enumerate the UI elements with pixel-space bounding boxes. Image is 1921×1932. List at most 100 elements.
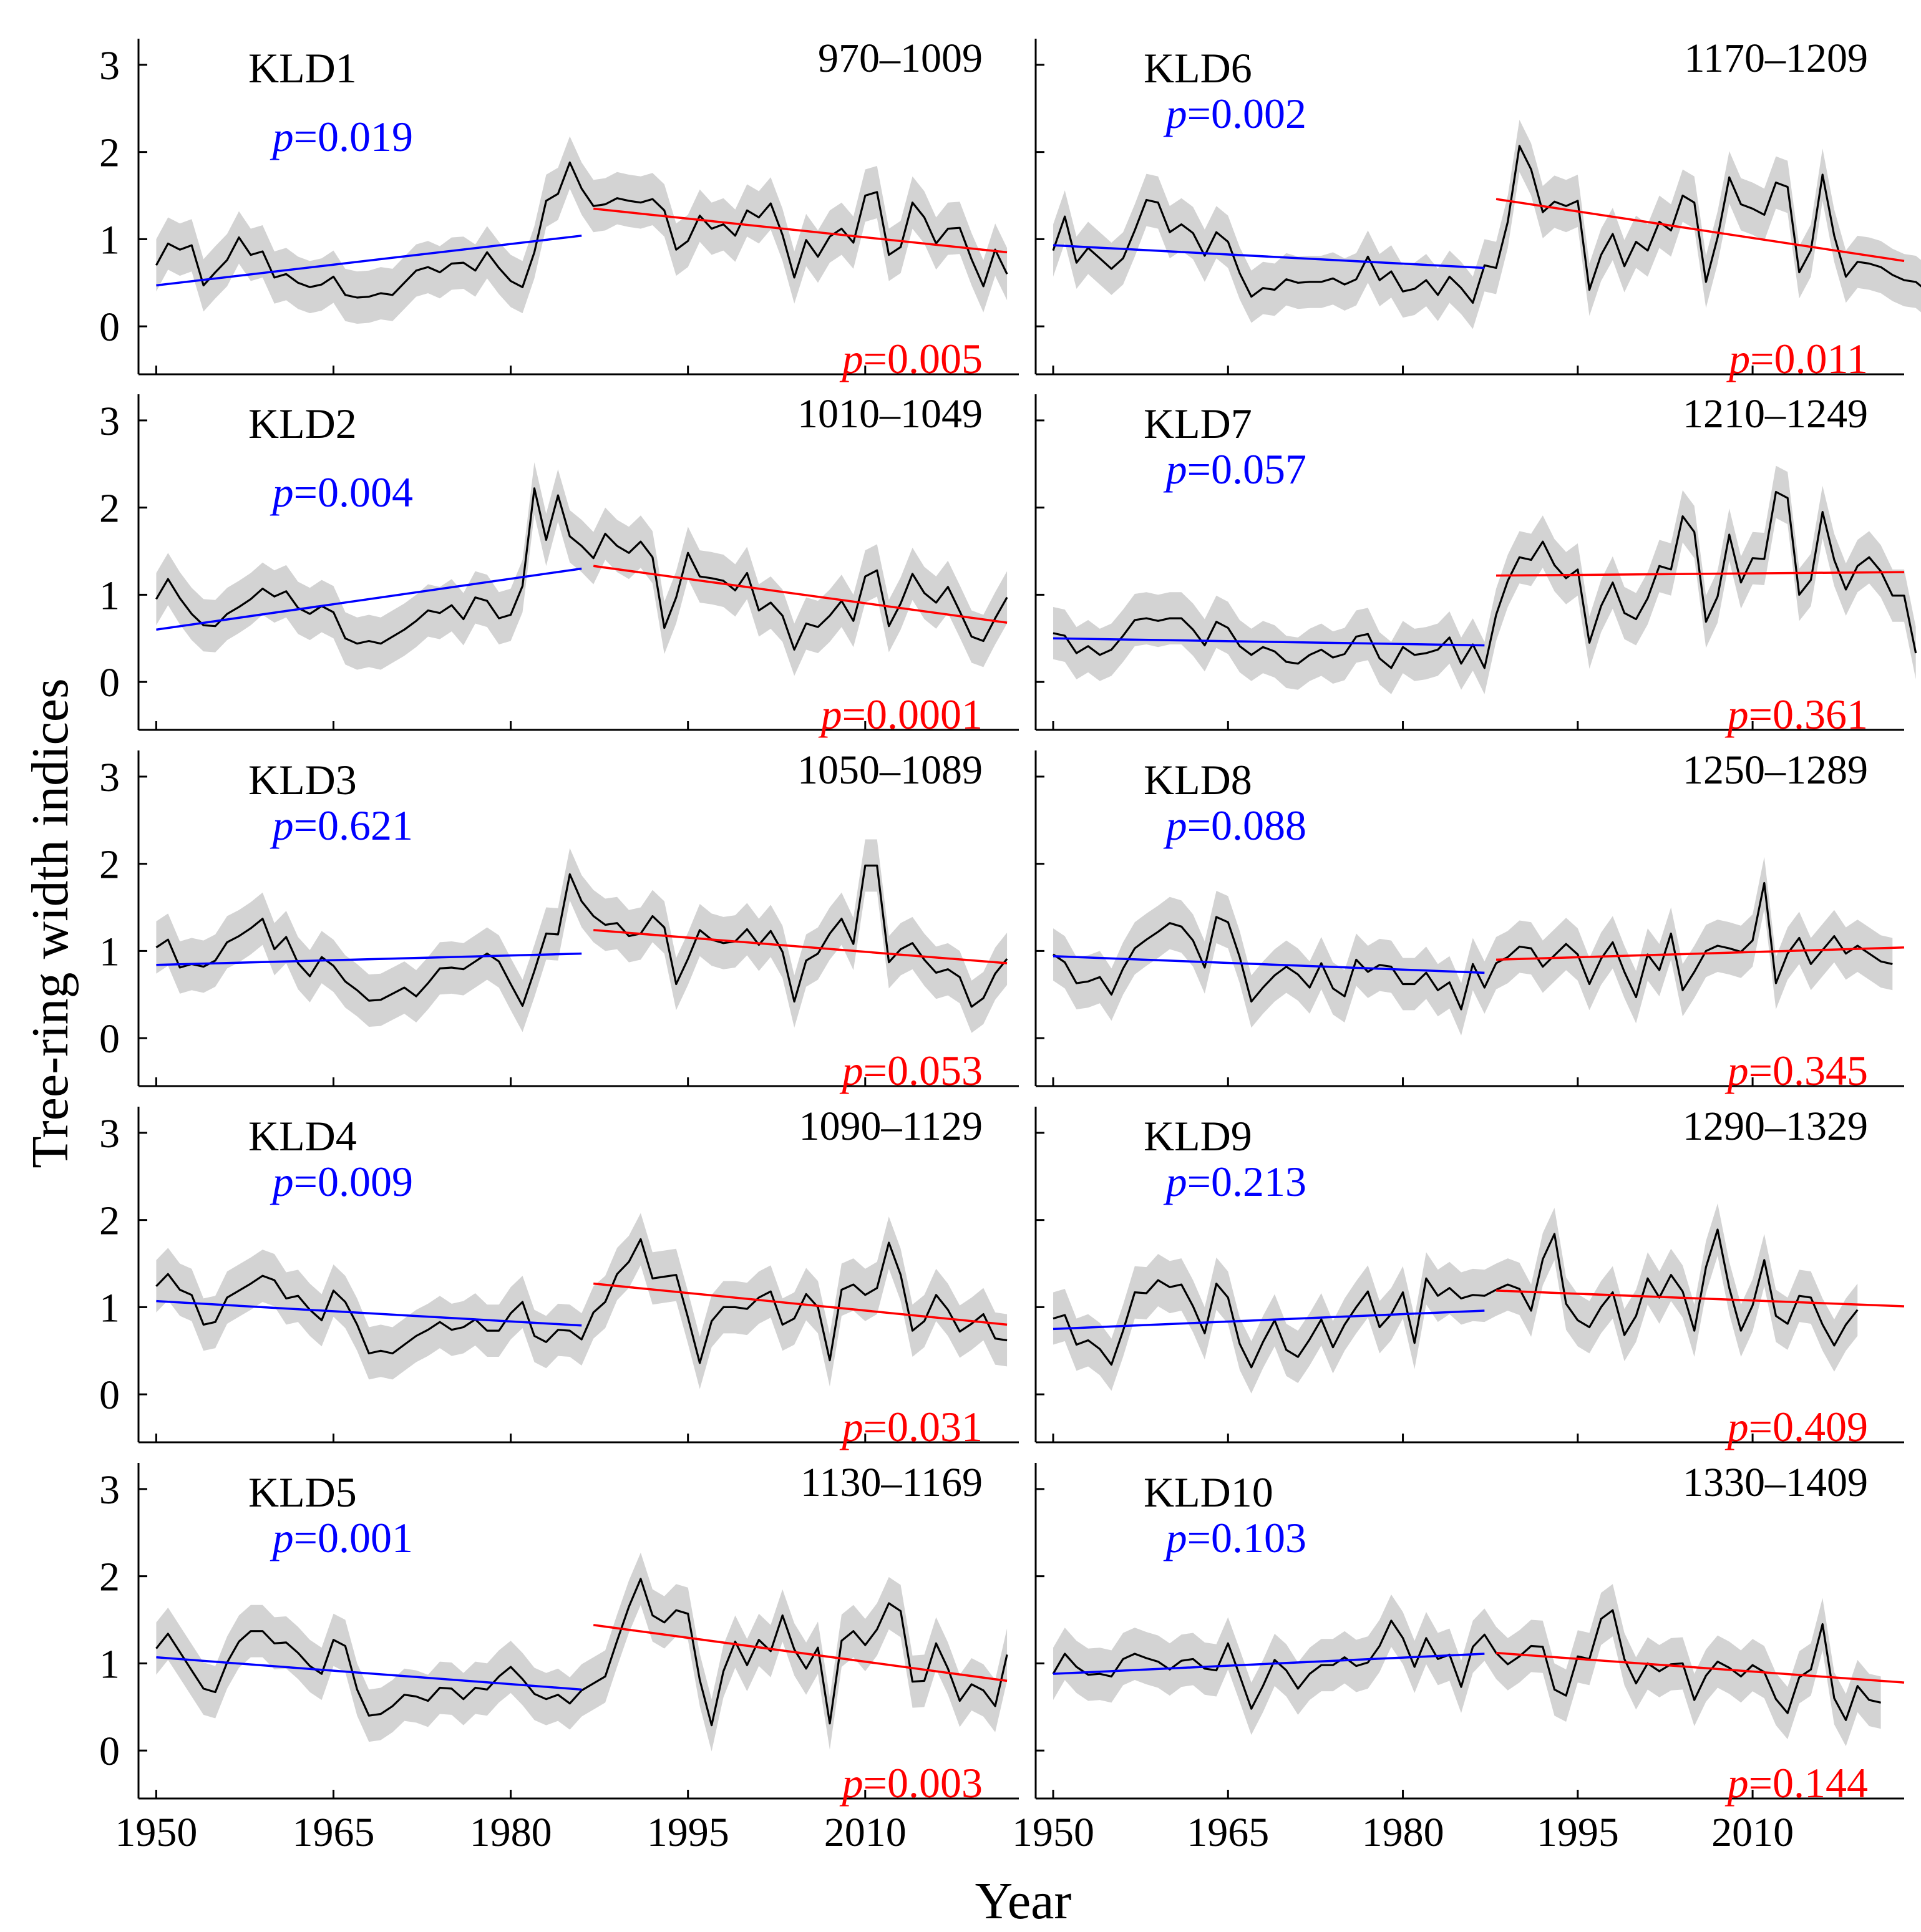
- trend-line-post: [593, 929, 1008, 964]
- y-tick-label: 0: [99, 304, 120, 350]
- trend-line-post: [593, 207, 1008, 254]
- p-value-pre: p=0.002: [1164, 90, 1306, 137]
- y-tick-label: 0: [99, 660, 120, 706]
- confidence-band: [1053, 465, 1916, 694]
- trend-line-pre: [1053, 955, 1485, 974]
- panel-title: KLD3: [248, 756, 357, 803]
- y-tick-label: 1: [99, 1641, 120, 1687]
- trend-line-post: [1495, 1289, 1905, 1308]
- trend-line-pre: [156, 567, 582, 631]
- p-value-pre: p=0.103: [1164, 1514, 1306, 1561]
- x-tick-label: 1980: [470, 1810, 552, 1855]
- y-axis-label: Tree-ring width indices: [21, 678, 79, 1168]
- panel-title: KLD2: [248, 400, 357, 447]
- panel-title: KLD9: [1144, 1112, 1252, 1160]
- y-tick-label: 1: [99, 573, 120, 618]
- ring-width-series: [155, 1578, 1008, 1727]
- panel-8: KLD8 1250–1289 p=0.088 p=0.345: [1034, 747, 1905, 1094]
- period-label: 970–1009: [818, 36, 983, 81]
- p-value-pre: p=0.004: [270, 468, 413, 516]
- ring-width-series: [155, 161, 1008, 299]
- confidence-band: [156, 1552, 1008, 1752]
- ring-width-series: [1053, 1228, 1859, 1369]
- y-tick-label: 3: [99, 399, 120, 444]
- ring-width-series: [1053, 881, 1893, 1011]
- period-label: 1250–1289: [1683, 747, 1868, 793]
- y-tick-label: 2: [99, 1198, 120, 1244]
- p-value-post: p=0.005: [840, 335, 983, 382]
- y-tick-label: 2: [99, 842, 120, 888]
- period-label: 1210–1249: [1683, 391, 1868, 437]
- p-value-post: p=0.144: [1725, 1759, 1868, 1807]
- panel-1: 0 1 2 3 KLD1 970–1009 p=0.019 p=0.005: [99, 36, 1019, 382]
- period-label: 1170–1209: [1684, 36, 1868, 81]
- y-tick-label: 3: [99, 755, 120, 800]
- y-tick-label: 2: [99, 1555, 120, 1600]
- trend-line-post: [593, 1624, 1008, 1682]
- panel-7: KLD7 1210–1249 p=0.057 p=0.361: [1034, 391, 1917, 738]
- period-label: 1010–1049: [797, 391, 983, 437]
- y-tick-label: 3: [99, 1467, 120, 1513]
- p-value-post: p=0.003: [840, 1759, 983, 1807]
- confidence-band: [156, 839, 1008, 1033]
- y-tick-label: 0: [99, 1372, 120, 1418]
- x-tick-label: 1965: [293, 1810, 375, 1855]
- confidence-band: [156, 1213, 1008, 1389]
- period-label: 1130–1169: [800, 1460, 983, 1505]
- trend-line-pre: [156, 952, 582, 966]
- panel-5: 0 1 2 3 1950 1965 1980 1995 2010 KLD5 1130–1169 p=0…: [99, 1460, 1019, 1855]
- confidence-band: [1053, 119, 1921, 329]
- trend-line-pre: [1053, 637, 1485, 647]
- x-tick-label: 1995: [1537, 1810, 1619, 1855]
- p-value-pre: p=0.213: [1164, 1158, 1306, 1205]
- y-tick-label: 0: [99, 1729, 120, 1774]
- y-tick-label: 2: [99, 130, 120, 176]
- panel-9: KLD9 1290–1329 p=0.213 p=0.409: [1034, 1104, 1905, 1450]
- period-label: 1330–1409: [1683, 1460, 1868, 1505]
- panel-6: KLD6 1170–1209 p=0.002 p=0.011: [1034, 36, 1921, 382]
- trend-line-post: [593, 565, 1008, 624]
- x-axis-label: Year: [975, 1872, 1072, 1930]
- y-tick-label: 1: [99, 1285, 120, 1331]
- y-tick-label: 0: [99, 1016, 120, 1062]
- p-value-pre: p=0.019: [270, 113, 413, 160]
- trend-line-post: [1495, 1651, 1905, 1684]
- trend-line-pre: [156, 235, 582, 287]
- panel-3: 0 1 2 3 KLD3 1050–1089 p=0.621 p=0.053: [99, 747, 1019, 1094]
- trend-line-post: [1495, 198, 1905, 263]
- x-tick-label: 1965: [1187, 1810, 1269, 1855]
- panel-4: 0 1 2 3 KLD4 1090–1129 p=0.009 p=0.031: [99, 1104, 1019, 1450]
- p-value-post: p=0.0001: [819, 691, 983, 738]
- y-tick-label: 3: [99, 1111, 120, 1157]
- p-value-post: p=0.361: [1725, 691, 1868, 738]
- y-tick-label: 2: [99, 486, 120, 532]
- ring-width-series: [1053, 490, 1917, 669]
- ring-width-series: [155, 864, 1008, 1008]
- trend-line-pre: [1053, 1653, 1485, 1675]
- p-value-pre: p=0.088: [1164, 802, 1306, 849]
- trend-line-pre: [1053, 1309, 1485, 1331]
- confidence-band: [1053, 1203, 1858, 1394]
- p-value-post: p=0.345: [1725, 1047, 1868, 1094]
- trend-line-post: [1495, 946, 1905, 961]
- ring-width-series: [1052, 1609, 1881, 1721]
- y-tick-label: 1: [99, 217, 120, 263]
- p-value-post: p=0.053: [840, 1047, 983, 1094]
- panel-title: KLD5: [248, 1468, 357, 1516]
- p-value-pre: p=0.621: [270, 802, 413, 849]
- confidence-band: [156, 136, 1008, 324]
- ring-width-series: [155, 1238, 1008, 1364]
- panel-10: 1950 1965 1980 1995 2010 KLD10 1330–1409 p=0.10…: [1012, 1460, 1905, 1855]
- panel-title: KLD7: [1144, 400, 1252, 447]
- panel-title: KLD10: [1144, 1468, 1273, 1516]
- trend-line-post: [593, 1282, 1008, 1326]
- panel-2: 0 1 2 3 KLD2 1010–1049 p=0.004 p=0.0001: [99, 391, 1019, 738]
- y-tick-label: 1: [99, 929, 120, 974]
- p-value-post: p=0.031: [840, 1403, 983, 1450]
- p-value-pre: p=0.057: [1164, 445, 1306, 493]
- ring-width-series: [155, 487, 1008, 651]
- panel-title: KLD4: [248, 1112, 357, 1160]
- x-tick-label: 1995: [647, 1810, 729, 1855]
- x-tick-label: 2010: [824, 1810, 907, 1855]
